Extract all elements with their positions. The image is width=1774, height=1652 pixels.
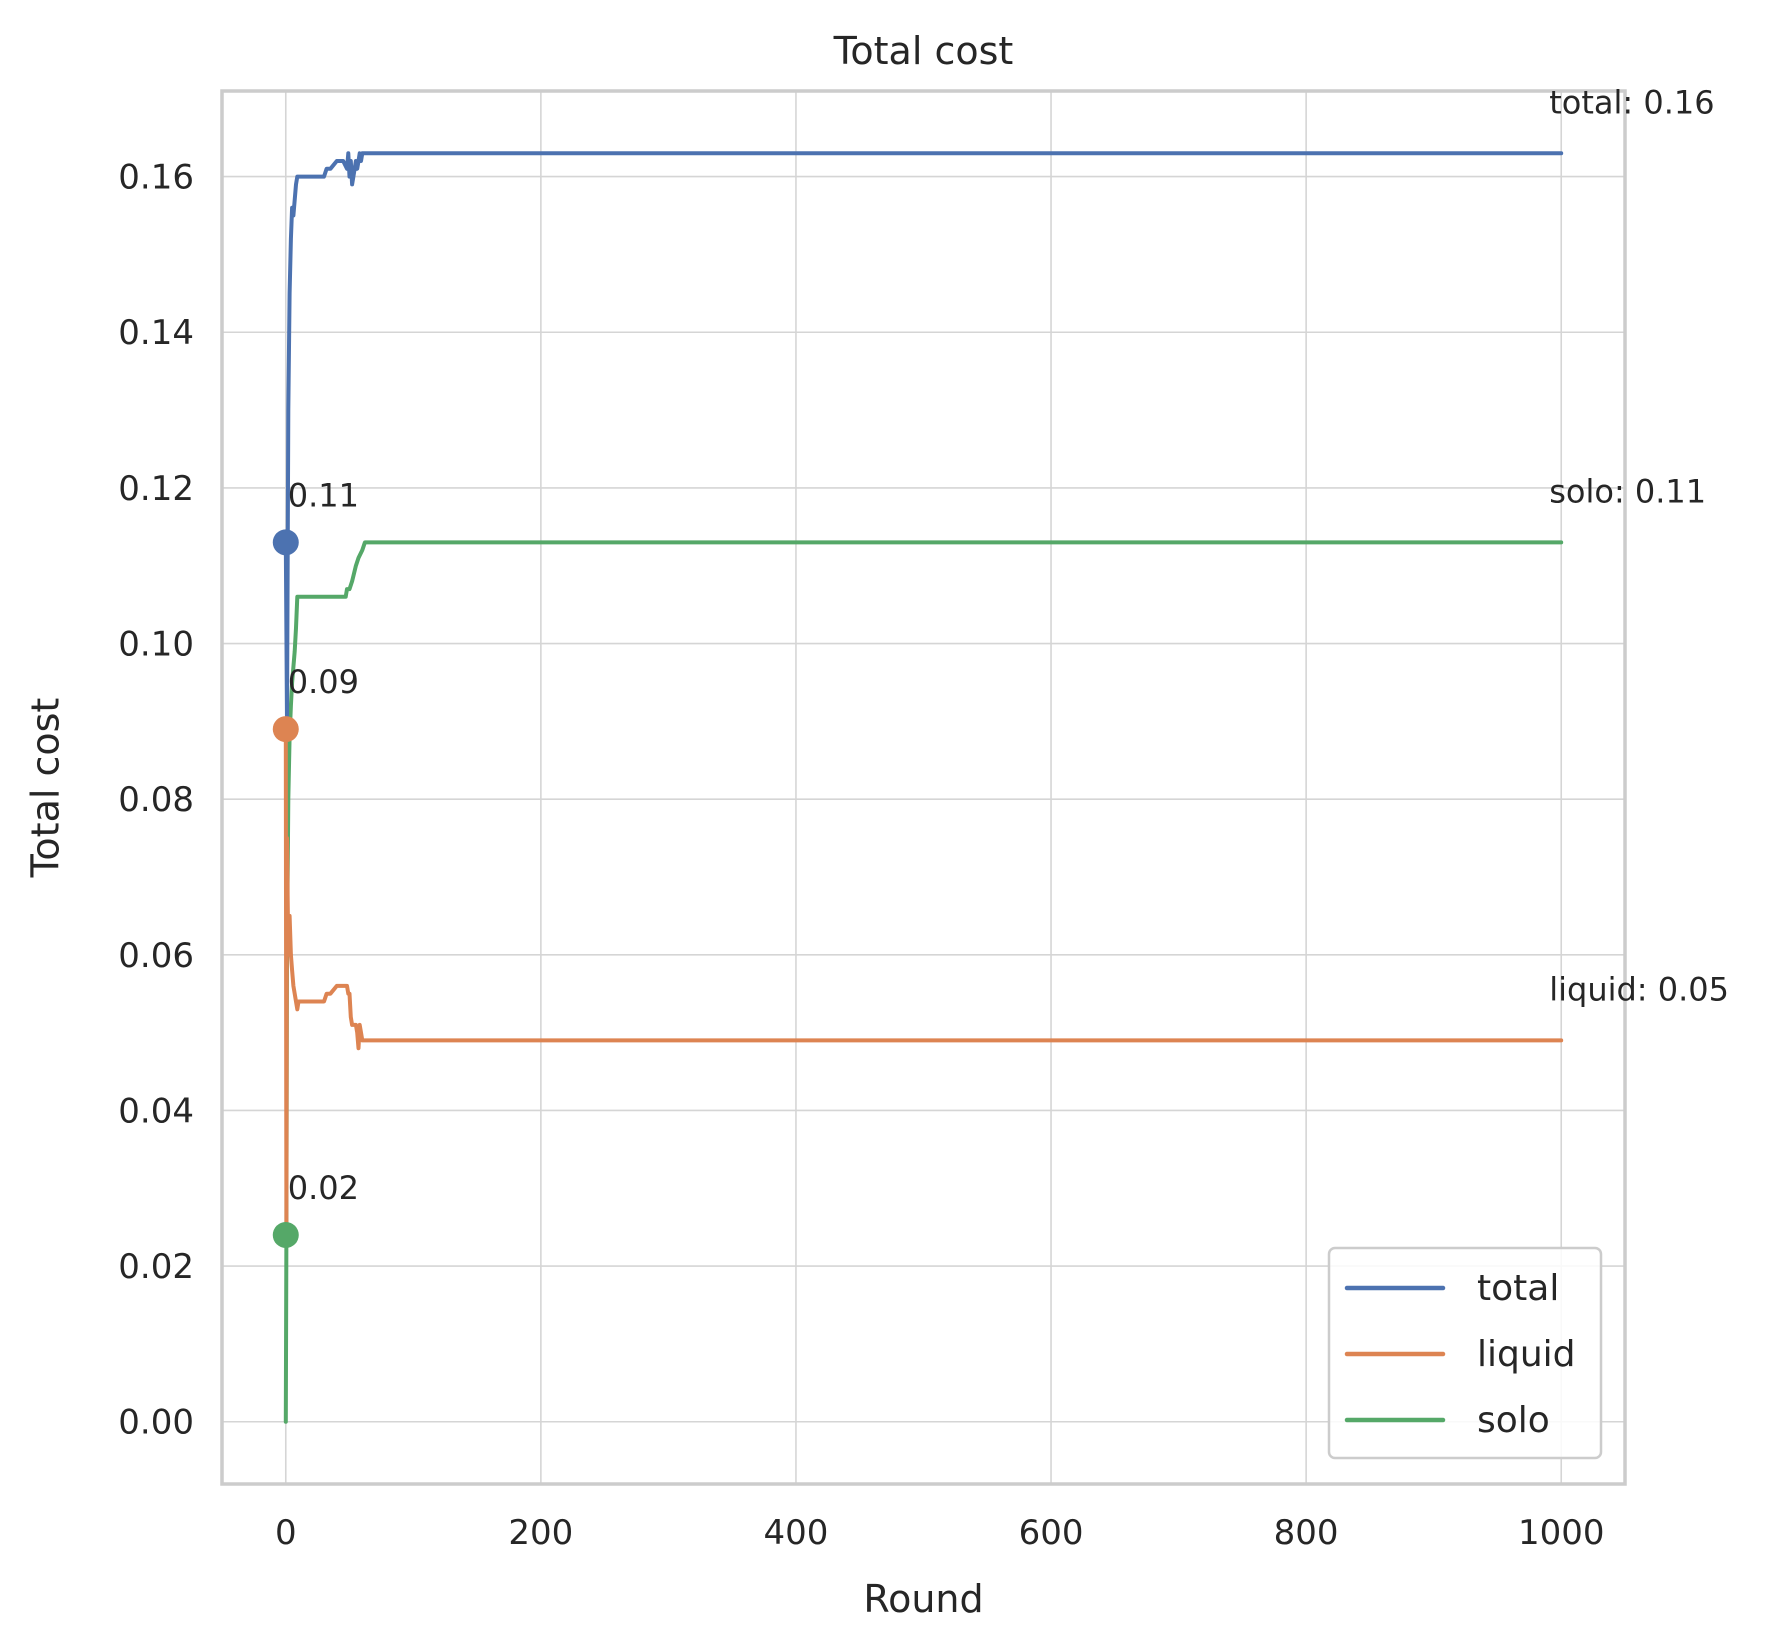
annotation-layer: 0.11 0.09 0.02 total: 0.16 solo: 0.11 liquid:… [288, 83, 1729, 1207]
y-tick-label: 0.12 [118, 469, 194, 509]
x-axis-ticks: 0 200 400 600 800 1000 [275, 1513, 1605, 1553]
end-label-solo: solo: 0.11 [1549, 472, 1706, 510]
y-tick-label: 0.02 [118, 1247, 194, 1287]
x-tick-label: 400 [764, 1513, 829, 1553]
y-tick-label: 0.14 [118, 313, 194, 353]
x-tick-label: 200 [508, 1513, 573, 1553]
plot-frame [220, 89, 1627, 1486]
x-tick-label: 800 [1274, 1513, 1339, 1553]
start-label-solo: 0.02 [288, 1169, 359, 1207]
x-tick-label: 0 [275, 1513, 297, 1553]
y-tick-label: 0.10 [118, 625, 194, 665]
legend-label-solo: solo [1477, 1400, 1550, 1441]
marker-layer [272, 529, 299, 1248]
y-tick-label: 0.04 [118, 1091, 194, 1131]
legend-frame [1327, 1246, 1603, 1460]
series-line-liquid [283, 727, 1564, 1230]
y-tick-label: 0.08 [118, 780, 194, 820]
chart-title: Total cost [833, 29, 1014, 73]
y-tick-label: 0.16 [118, 158, 194, 198]
start-label-total: 0.11 [288, 476, 359, 514]
y-tick-label: 0.00 [118, 1403, 194, 1443]
legend-label-total: total [1477, 1268, 1559, 1309]
y-axis-ticks: 0.00 0.02 0.04 0.06 0.08 0.10 0.12 0.14 0.16 [118, 158, 194, 1443]
legend: total liquid solo [1327, 1246, 1603, 1460]
start-marker-solo [272, 1221, 299, 1248]
end-label-total: total: 0.16 [1549, 83, 1714, 121]
x-tick-label: 600 [1019, 1513, 1084, 1553]
legend-label-liquid: liquid [1477, 1334, 1576, 1375]
y-axis-label: Total cost [24, 698, 68, 879]
x-axis-label: Round [863, 1577, 983, 1621]
grid [222, 91, 1625, 1484]
series-line-solo [283, 540, 1564, 1424]
end-label-liquid: liquid: 0.05 [1549, 970, 1729, 1008]
start-marker-total [272, 529, 299, 556]
series-line-total [283, 151, 1564, 724]
series-layer [283, 151, 1564, 1424]
start-marker-liquid [272, 716, 299, 743]
y-tick-label: 0.06 [118, 936, 194, 976]
x-tick-label: 1000 [1518, 1513, 1605, 1553]
start-label-liquid: 0.09 [288, 663, 359, 701]
